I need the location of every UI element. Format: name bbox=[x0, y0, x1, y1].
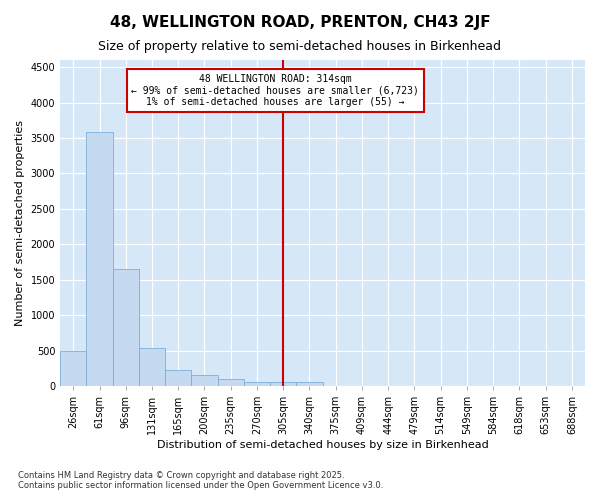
Text: Contains HM Land Registry data © Crown copyright and database right 2025.
Contai: Contains HM Land Registry data © Crown c… bbox=[18, 470, 383, 490]
Bar bbox=[86, 132, 113, 386]
X-axis label: Distribution of semi-detached houses by size in Birkenhead: Distribution of semi-detached houses by … bbox=[157, 440, 488, 450]
Bar bbox=[165, 370, 191, 386]
Bar bbox=[113, 269, 139, 386]
Y-axis label: Number of semi-detached properties: Number of semi-detached properties bbox=[15, 120, 25, 326]
Bar bbox=[60, 350, 86, 386]
Bar bbox=[244, 382, 270, 386]
Text: 48 WELLINGTON ROAD: 314sqm
← 99% of semi-detached houses are smaller (6,723)
1% : 48 WELLINGTON ROAD: 314sqm ← 99% of semi… bbox=[131, 74, 419, 108]
Bar bbox=[218, 379, 244, 386]
Text: 48, WELLINGTON ROAD, PRENTON, CH43 2JF: 48, WELLINGTON ROAD, PRENTON, CH43 2JF bbox=[110, 15, 490, 30]
Bar bbox=[270, 382, 296, 386]
Bar bbox=[139, 348, 165, 386]
Bar bbox=[296, 382, 323, 386]
Bar bbox=[191, 374, 218, 386]
Text: Size of property relative to semi-detached houses in Birkenhead: Size of property relative to semi-detach… bbox=[98, 40, 502, 53]
